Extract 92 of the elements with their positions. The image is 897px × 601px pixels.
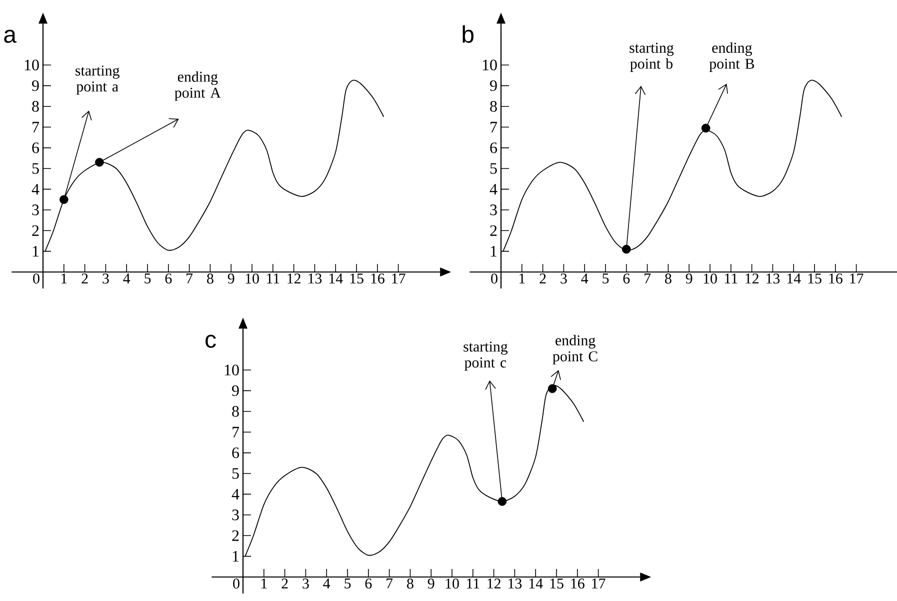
x-tick-label: 6 — [623, 274, 630, 284]
x-tick-label: 7 — [644, 274, 651, 284]
y-tick-label: 5 — [32, 163, 39, 174]
x-tick-label: 9 — [686, 274, 692, 284]
x-tick-label: 15 — [350, 274, 364, 284]
x-tick-label: 14 — [329, 274, 343, 284]
x-tick-label: 7 — [186, 274, 193, 284]
y-tick-label: 10 — [482, 60, 497, 70]
y-tick-label: 1 — [490, 246, 497, 257]
y-tick-label: 1 — [232, 551, 239, 562]
y-tick-label: 7 — [490, 122, 498, 132]
y-tick-label: 5 — [490, 163, 497, 174]
x-tick-label: 13 — [508, 578, 522, 589]
x-tick-label: 17 — [592, 578, 606, 588]
x-tick-label: 10 — [704, 274, 717, 284]
x-tick-label: 6 — [365, 578, 372, 589]
x-tick-label: 14 — [787, 274, 801, 284]
y-tick-label: 10 — [24, 60, 39, 70]
x-tick-label: 15 — [550, 578, 564, 589]
y-tick-label: 3 — [32, 204, 39, 216]
x-tick-label: 14 — [529, 578, 543, 588]
x-tick-label: 11 — [467, 578, 480, 588]
x-tick-label: 8 — [665, 274, 672, 284]
y-tick-label: 6 — [490, 142, 498, 154]
y-tick-label: 4 — [232, 488, 240, 500]
x-tick-label: 12 — [746, 274, 758, 284]
x-tick-label: 4 — [323, 578, 330, 588]
x-tick-label: 15 — [808, 274, 822, 284]
y-tick-label: 1 — [32, 246, 39, 257]
x-tick-label: 7 — [386, 578, 393, 588]
x-tick-label: 6 — [165, 274, 172, 284]
x-tick-label: 16 — [829, 274, 842, 284]
x-tick-label: 0 — [491, 274, 498, 284]
x-tick-label: 2 — [282, 578, 288, 588]
x-tick-label: 5 — [144, 274, 151, 284]
y-tick-label: 8 — [232, 406, 239, 417]
annotation: ending point B — [709, 42, 754, 72]
y-tick-label: 4 — [32, 184, 40, 194]
annotation: starting point c — [464, 342, 508, 371]
x-tick-label: 12 — [488, 578, 500, 588]
x-tick-label: 4 — [581, 274, 588, 284]
y-tick-label: 8 — [490, 101, 497, 112]
x-tick-label: 13 — [766, 274, 780, 284]
y-tick-label: 8 — [32, 101, 39, 112]
y-tick-label: 3 — [232, 510, 239, 520]
x-tick-label: 0 — [33, 274, 40, 284]
x-tick-label: 1 — [519, 274, 525, 284]
annotation: ending point C — [552, 334, 598, 364]
x-tick-label: 5 — [344, 578, 351, 588]
annotation: ending point A — [174, 71, 221, 101]
y-tick-label: 2 — [32, 225, 39, 236]
y-tick-label: 2 — [490, 225, 497, 236]
x-tick-label: 12 — [288, 274, 300, 284]
x-tick-label: 3 — [302, 578, 309, 589]
chart-title: a — [4, 30, 16, 43]
x-tick-label: 9 — [428, 578, 434, 589]
annotation: starting point a — [76, 66, 120, 95]
y-tick-label: 2 — [232, 530, 239, 541]
x-tick-label: 17 — [392, 274, 406, 284]
y-tick-label: 9 — [32, 80, 39, 92]
x-tick-label: 10 — [446, 578, 459, 589]
y-tick-label: 10 — [224, 364, 239, 376]
y-tick-label: 3 — [490, 204, 497, 216]
x-tick-label: 3 — [102, 274, 109, 284]
x-tick-label: 2 — [82, 274, 88, 284]
x-tick-label: 2 — [540, 274, 546, 284]
x-tick-label: 3 — [560, 274, 567, 284]
y-tick-label: 6 — [232, 447, 240, 458]
x-tick-label: 0 — [233, 578, 240, 589]
x-tick-label: 5 — [602, 274, 609, 284]
y-tick-label: 9 — [232, 385, 239, 396]
y-tick-label: 7 — [32, 122, 40, 132]
y-tick-label: 4 — [490, 184, 498, 194]
chart-title: b — [462, 25, 474, 43]
x-tick-label: 11 — [267, 274, 280, 284]
x-tick-label: 11 — [725, 274, 738, 284]
x-tick-label: 17 — [850, 274, 864, 284]
y-tick-label: 5 — [232, 468, 239, 479]
x-tick-label: 8 — [207, 274, 214, 284]
x-tick-label: 1 — [261, 578, 267, 588]
annotation: starting point b — [630, 42, 674, 72]
x-tick-label: 1 — [61, 274, 67, 284]
x-tick-label: 13 — [308, 274, 322, 284]
y-tick-label: 7 — [232, 426, 240, 438]
x-tick-label: 10 — [246, 274, 259, 284]
x-tick-label: 8 — [407, 578, 414, 589]
x-tick-label: 4 — [123, 274, 130, 284]
y-tick-label: 6 — [32, 142, 40, 154]
chart-title: c — [206, 334, 216, 348]
y-tick-label: 9 — [490, 80, 497, 92]
x-tick-label: 16 — [571, 578, 584, 589]
x-tick-label: 16 — [371, 274, 384, 284]
